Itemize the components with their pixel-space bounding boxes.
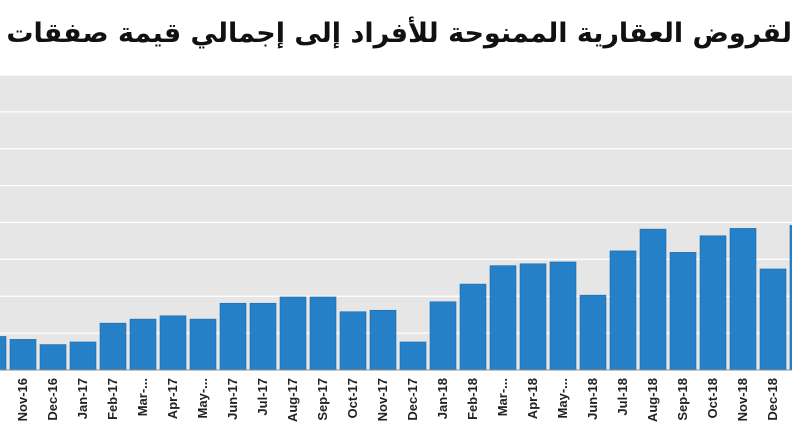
bar-oct-16 <box>0 336 7 371</box>
bar-may-17 <box>189 318 217 371</box>
bar-jul-17 <box>249 302 277 371</box>
x-tick-label: Feb-17 <box>105 378 120 420</box>
x-tick-label: Jun-17 <box>225 378 240 420</box>
bar-aug-17 <box>279 296 307 371</box>
x-tick-label: Nov-17 <box>375 378 390 421</box>
x-tick-label: Sep-17 <box>315 378 330 421</box>
x-tick-label: Dec-18 <box>765 378 780 421</box>
x-tick-label: Dec-16 <box>45 378 60 421</box>
bar-jan-19 <box>789 225 792 371</box>
x-tick-label: Sep-18 <box>675 378 690 421</box>
bar-apr-17 <box>159 315 187 371</box>
chart-title: لقروض العقارية الممنوحة للأفراد إلى إجما… <box>0 18 792 49</box>
bar-nov-18 <box>729 228 757 371</box>
x-tick-label: Aug-17 <box>285 378 300 422</box>
bar-jun-18 <box>579 294 607 371</box>
x-tick-label: Mar-... <box>495 378 510 416</box>
x-tick-label: Nov-16 <box>15 378 30 421</box>
bar-sep-17 <box>309 296 337 371</box>
x-tick-label: Feb-18 <box>465 378 480 420</box>
x-tick-label: Dec-17 <box>405 378 420 421</box>
x-tick-label: Jul-18 <box>615 378 630 416</box>
bar-mar-17 <box>129 318 157 371</box>
bar-sep-18 <box>669 252 697 371</box>
x-tick-label: Jan-17 <box>75 378 90 419</box>
x-tick-labels: Nov-16 Dec-16 Jan-17 Feb-17 Mar-... Apr-17 May… <box>15 378 780 422</box>
bar-feb-17 <box>99 322 127 371</box>
bar-may-18 <box>549 261 577 371</box>
x-tick-label: Oct-18 <box>705 378 720 418</box>
x-tick-label: Apr-18 <box>525 378 540 419</box>
bar-dec-16 <box>39 344 67 371</box>
bar-aug-18 <box>639 228 667 371</box>
x-tick-label: Mar-... <box>135 378 150 416</box>
bar-jul-18 <box>609 250 637 371</box>
bar-nov-16 <box>9 339 37 371</box>
x-tick-label: May-... <box>195 378 210 418</box>
bar-jun-17 <box>219 302 247 371</box>
bar-apr-18 <box>519 263 547 371</box>
x-tick-label: Oct-17 <box>345 378 360 418</box>
x-tick-label: Nov-18 <box>735 378 750 421</box>
x-tick-label: Jul-17 <box>255 378 270 416</box>
bar-feb-18 <box>459 283 487 371</box>
x-tick-label: Jun-18 <box>585 378 600 420</box>
x-tick-label: Aug-18 <box>645 378 660 422</box>
bars <box>0 225 792 371</box>
bar-dec-17 <box>399 341 427 371</box>
bar-oct-18 <box>699 235 727 371</box>
bar-dec-18 <box>759 268 787 371</box>
bar-mar-18 <box>489 265 517 371</box>
x-tick-label: Jan-18 <box>435 378 450 419</box>
bar-nov-17 <box>369 309 397 371</box>
x-tick-label: May-... <box>555 378 570 418</box>
bar-oct-17 <box>339 311 367 371</box>
bar-jan-17 <box>69 341 97 371</box>
bar-jan-18 <box>429 301 457 371</box>
x-tick-label: Apr-17 <box>165 378 180 419</box>
